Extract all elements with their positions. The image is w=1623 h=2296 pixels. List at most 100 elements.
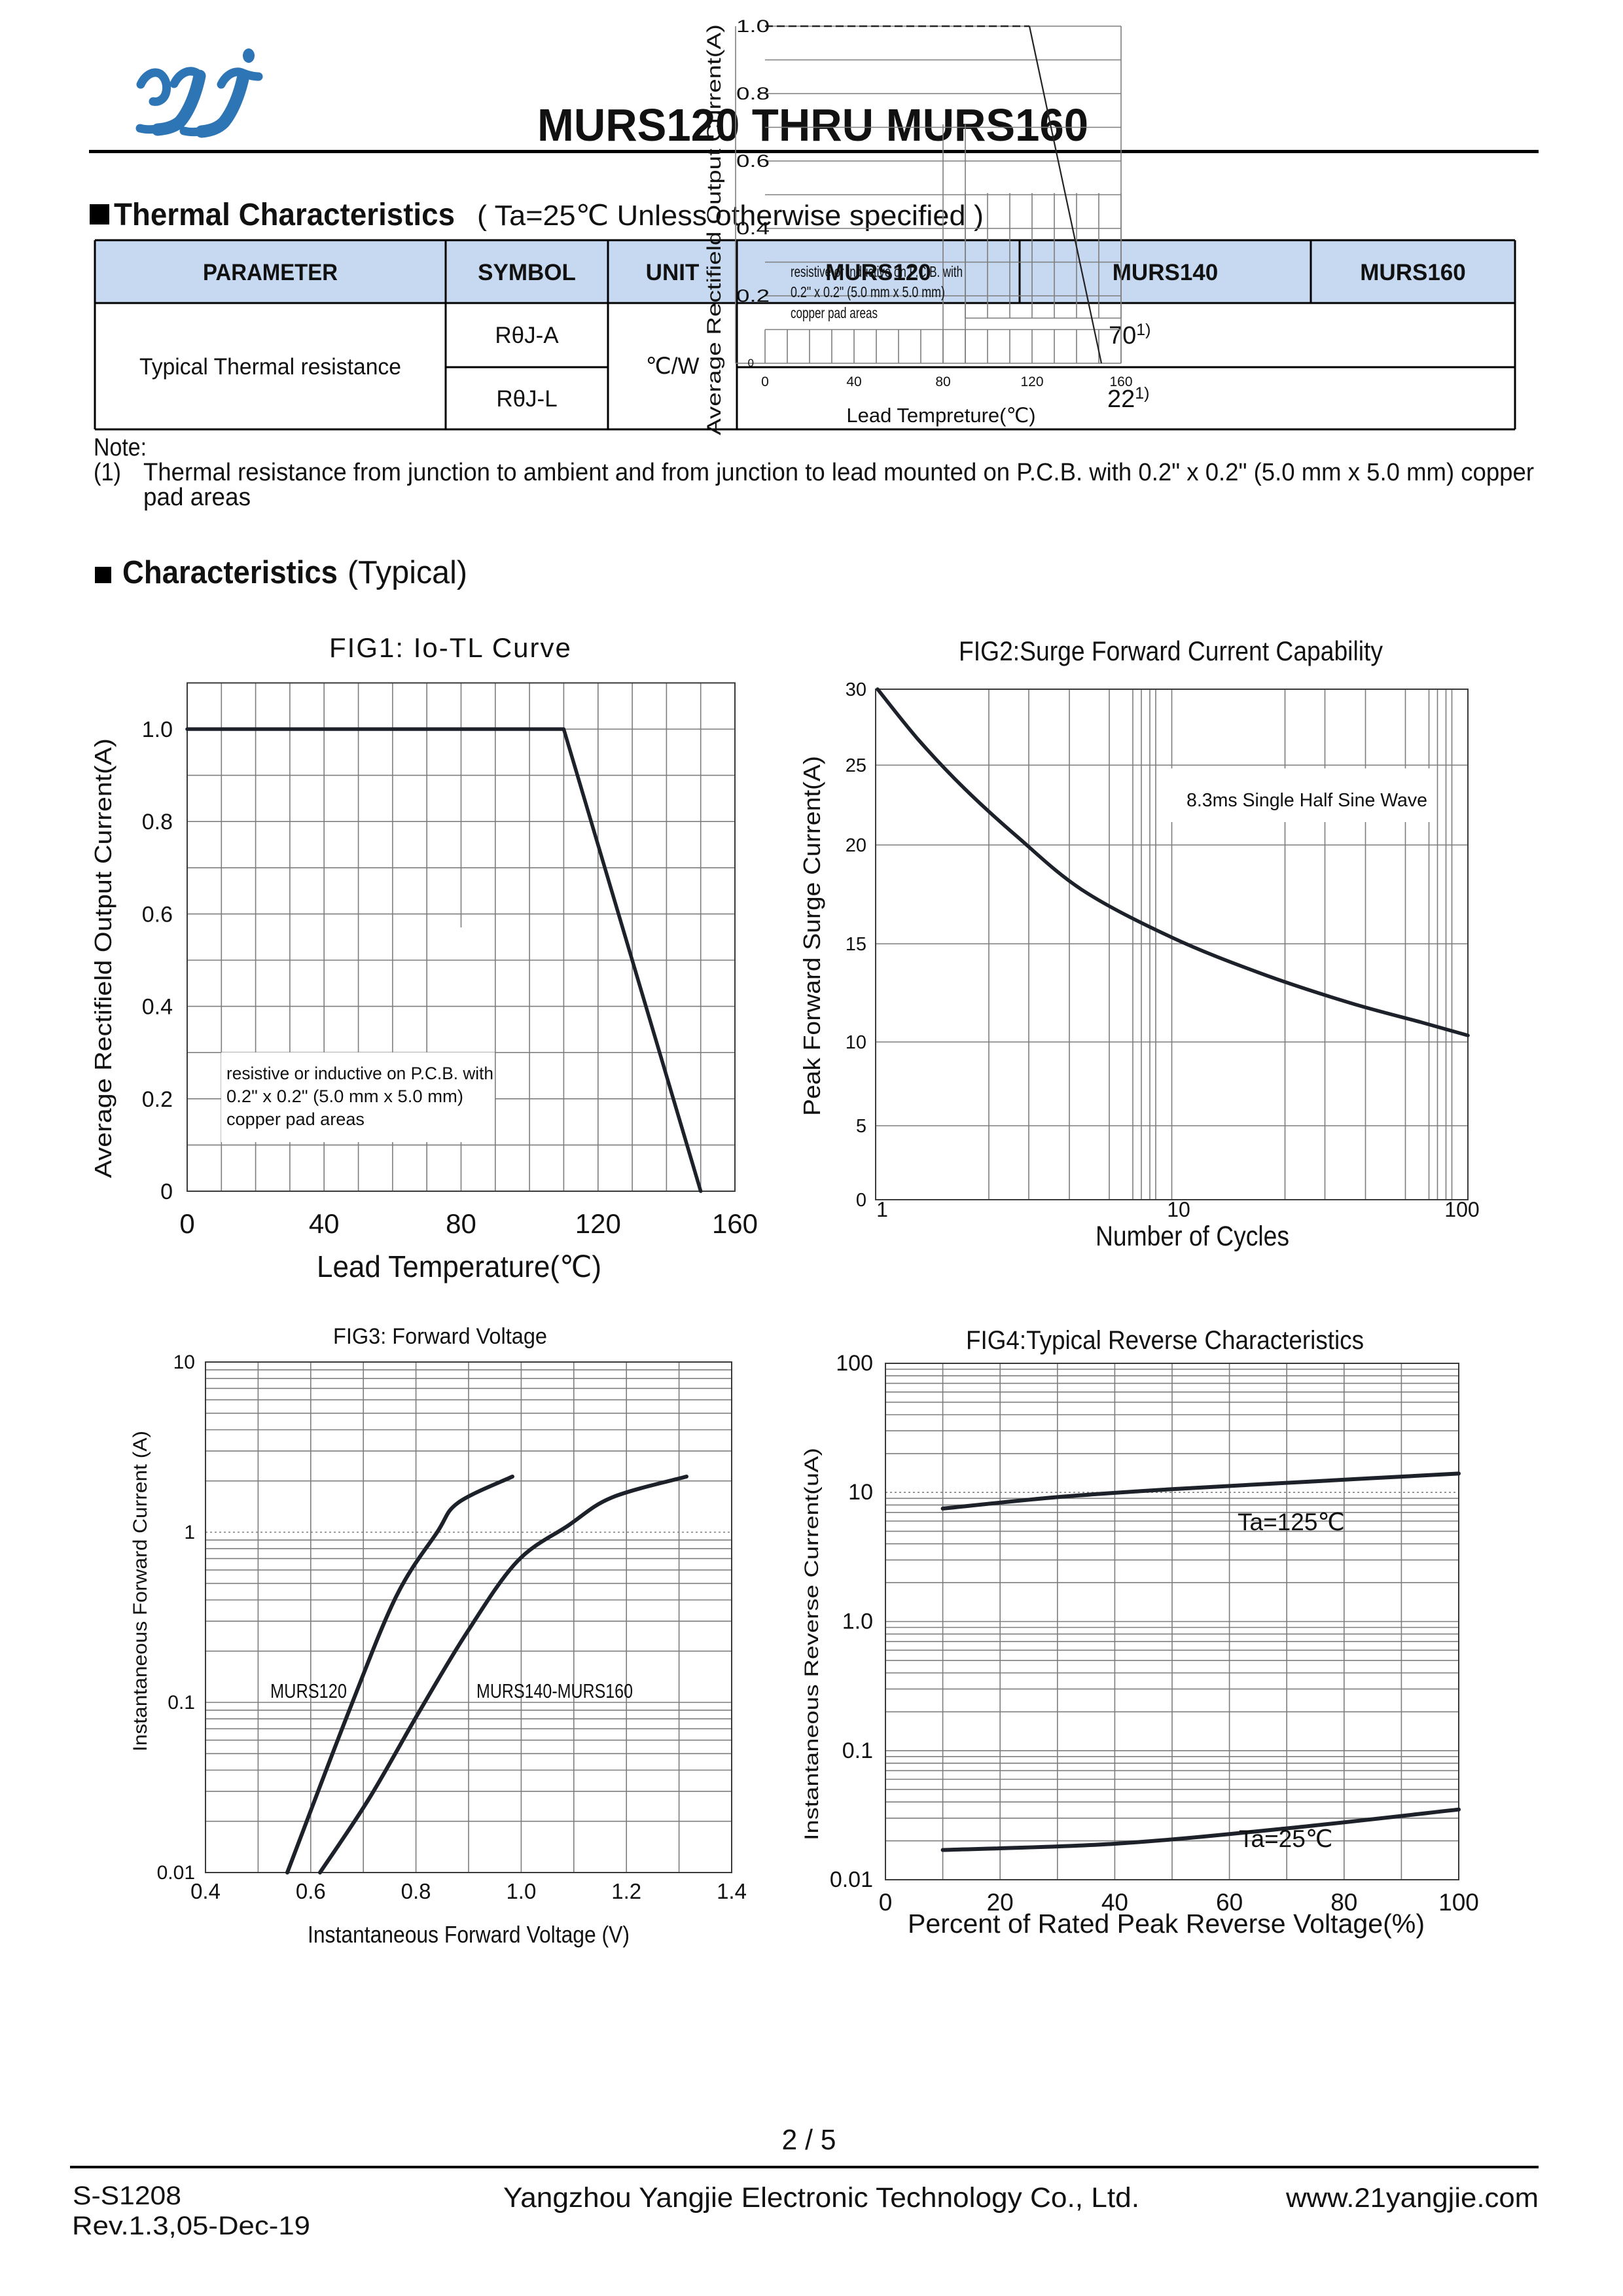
svg-text:1: 1 — [184, 1522, 195, 1543]
svg-text:10: 10 — [173, 1352, 195, 1373]
svg-text:0.1: 0.1 — [842, 1738, 873, 1763]
svg-text:pad areas: pad areas — [143, 484, 251, 511]
svg-text:Yangzhou Yangjie Electronic Te: Yangzhou Yangjie Electronic Technology C… — [503, 2182, 1139, 2214]
svg-text:MURS140-MURS160: MURS140-MURS160 — [476, 1679, 633, 1702]
svg-text:MURS160: MURS160 — [1360, 260, 1465, 285]
svg-text:0: 0 — [179, 1208, 194, 1239]
svg-text:0.6: 0.6 — [296, 1879, 326, 1903]
svg-text:8.3ms Single Half Sine Wave: 8.3ms Single Half Sine Wave — [1186, 790, 1427, 811]
svg-text:25: 25 — [846, 755, 866, 776]
svg-text:(Typical): (Typical) — [348, 555, 467, 590]
svg-text:10: 10 — [846, 1032, 866, 1053]
svg-text:0.8: 0.8 — [142, 810, 173, 834]
svg-text:Percent of Rated Peak Reverse: Percent of Rated Peak Reverse Voltage(%) — [908, 1909, 1425, 1939]
svg-text:Instantaneous Forward Current: Instantaneous Forward Current (A) — [130, 1431, 151, 1751]
svg-text:120: 120 — [1020, 374, 1043, 389]
svg-text:1.0: 1.0 — [506, 1879, 536, 1903]
svg-text:Instantaneous Forward Voltage: Instantaneous Forward Voltage (V) — [308, 1921, 630, 1948]
svg-text:Average Rectifield Output Curr: Average Rectifield Output Current(A) — [704, 24, 725, 435]
svg-text:Note:: Note: — [94, 434, 147, 461]
svg-text:40: 40 — [309, 1208, 340, 1239]
svg-text:40: 40 — [1101, 1889, 1128, 1916]
svg-text:0.4: 0.4 — [736, 219, 770, 238]
svg-text:0: 0 — [879, 1889, 893, 1916]
svg-text:15: 15 — [846, 934, 866, 955]
svg-text:Peak Forward Surge Current(A): Peak Forward Surge Current(A) — [798, 756, 825, 1116]
svg-text:1.0: 1.0 — [736, 16, 770, 36]
svg-text:MURS140: MURS140 — [1113, 260, 1218, 285]
svg-text:Lead Temperature(℃): Lead Temperature(℃) — [317, 1249, 601, 1283]
svg-text:UNIT: UNIT — [646, 260, 700, 285]
svg-text:0: 0 — [856, 1190, 866, 1211]
svg-text:120: 120 — [575, 1208, 621, 1239]
svg-text:copper pad areas: copper pad areas — [226, 1109, 365, 1129]
svg-text:Typical Thermal resistance: Typical Thermal resistance — [139, 354, 401, 380]
svg-text:10: 10 — [1167, 1198, 1190, 1221]
svg-text:www.21yangjie.com: www.21yangjie.com — [1285, 2182, 1539, 2213]
svg-text:MURS120 THRU MURS160: MURS120 THRU MURS160 — [537, 99, 1088, 151]
svg-text:20: 20 — [987, 1889, 1014, 1916]
svg-text:40: 40 — [846, 374, 861, 389]
svg-text:0.2" x 0.2" (5.0 mm x 5.0 mm): 0.2" x 0.2" (5.0 mm x 5.0 mm) — [226, 1086, 463, 1106]
svg-text:10: 10 — [848, 1480, 873, 1505]
svg-text:1.0: 1.0 — [142, 717, 173, 742]
svg-text:100: 100 — [1444, 1198, 1479, 1221]
svg-text:100: 100 — [1438, 1889, 1479, 1916]
svg-text:0: 0 — [748, 357, 754, 369]
svg-text:SYMBOL: SYMBOL — [478, 260, 576, 285]
svg-text:Average Rectifield Output Curr: Average Rectifield Output Current(A) — [90, 738, 116, 1178]
svg-text:PARAMETER: PARAMETER — [203, 260, 338, 285]
svg-text:℃/W: ℃/W — [645, 353, 699, 379]
svg-text:Thermal Characteristics: Thermal Characteristics — [114, 198, 455, 232]
svg-text:Characteristics: Characteristics — [122, 555, 338, 590]
svg-text:FIG2:Surge Forward Current Cap: FIG2:Surge Forward Current Capability — [959, 636, 1383, 666]
svg-text:RθJ-L: RθJ-L — [496, 386, 557, 412]
svg-text:1.0: 1.0 — [842, 1609, 873, 1634]
svg-text:20: 20 — [846, 835, 866, 856]
svg-text:MURS120: MURS120 — [270, 1679, 347, 1702]
svg-text:0.01: 0.01 — [157, 1862, 195, 1884]
svg-text:80: 80 — [446, 1208, 476, 1239]
svg-text:1.2: 1.2 — [611, 1879, 641, 1903]
svg-text:100: 100 — [836, 1351, 873, 1376]
svg-text:FIG1: Io-TL Curve: FIG1: Io-TL Curve — [329, 632, 572, 663]
svg-text:80: 80 — [935, 374, 950, 389]
svg-text:RθJ-A: RθJ-A — [495, 323, 559, 348]
svg-text:(1): (1) — [94, 459, 121, 486]
svg-text:0.2" x 0.2" (5.0 mm x 5.0 mm): 0.2" x 0.2" (5.0 mm x 5.0 mm) — [791, 283, 945, 300]
svg-text:0.4: 0.4 — [142, 995, 173, 1020]
svg-text:resistive or inductive on P.C.: resistive or inductive on P.C.B. with — [791, 263, 963, 280]
svg-text:160: 160 — [712, 1208, 758, 1239]
svg-text:FIG4:Typical Reverse Character: FIG4:Typical Reverse Characteristics — [966, 1326, 1364, 1355]
svg-text:1.4: 1.4 — [717, 1879, 747, 1903]
svg-text:221): 221) — [1107, 384, 1150, 413]
svg-text:0.6: 0.6 — [142, 902, 173, 927]
svg-text:Ta=125℃: Ta=125℃ — [1238, 1509, 1345, 1535]
svg-text:0.6: 0.6 — [736, 151, 770, 171]
svg-text:0.1: 0.1 — [168, 1692, 195, 1713]
svg-text:0.2: 0.2 — [736, 286, 770, 306]
svg-text:0.8: 0.8 — [736, 84, 770, 103]
svg-text:5: 5 — [856, 1116, 866, 1137]
svg-text:resistive or inductive on P.C.: resistive or inductive on P.C.B. with — [226, 1064, 493, 1083]
svg-text:0: 0 — [761, 374, 769, 389]
svg-text:80: 80 — [1330, 1889, 1357, 1916]
svg-text:0.2: 0.2 — [142, 1087, 173, 1112]
svg-text:Ta=25℃: Ta=25℃ — [1239, 1825, 1332, 1852]
svg-text:FIG3: Forward Voltage: FIG3: Forward Voltage — [333, 1324, 547, 1349]
svg-text:S-S1208: S-S1208 — [73, 2181, 181, 2210]
svg-text:60: 60 — [1216, 1889, 1243, 1916]
svg-text:( Ta=25℃ Unless otherwise spec: ( Ta=25℃ Unless otherwise specified ) — [477, 200, 984, 232]
svg-text:160: 160 — [1109, 374, 1132, 389]
svg-text:0: 0 — [160, 1179, 173, 1204]
svg-text:0.4: 0.4 — [190, 1879, 221, 1903]
svg-text:Instantaneous Reverse Current(: Instantaneous Reverse Current(uA) — [801, 1448, 823, 1840]
svg-text:Lead Tempreture(℃): Lead Tempreture(℃) — [846, 404, 1035, 427]
svg-text:Thermal resistance from juncti: Thermal resistance from junction to ambi… — [143, 459, 1534, 486]
svg-text:Number of Cycles: Number of Cycles — [1096, 1221, 1289, 1252]
svg-text:Rev.1.3,05-Dec-19: Rev.1.3,05-Dec-19 — [72, 2212, 310, 2240]
svg-text:1: 1 — [876, 1198, 888, 1221]
svg-text:2 / 5: 2 / 5 — [782, 2124, 836, 2156]
svg-text:30: 30 — [846, 679, 866, 700]
svg-text:copper pad areas: copper pad areas — [791, 304, 878, 321]
